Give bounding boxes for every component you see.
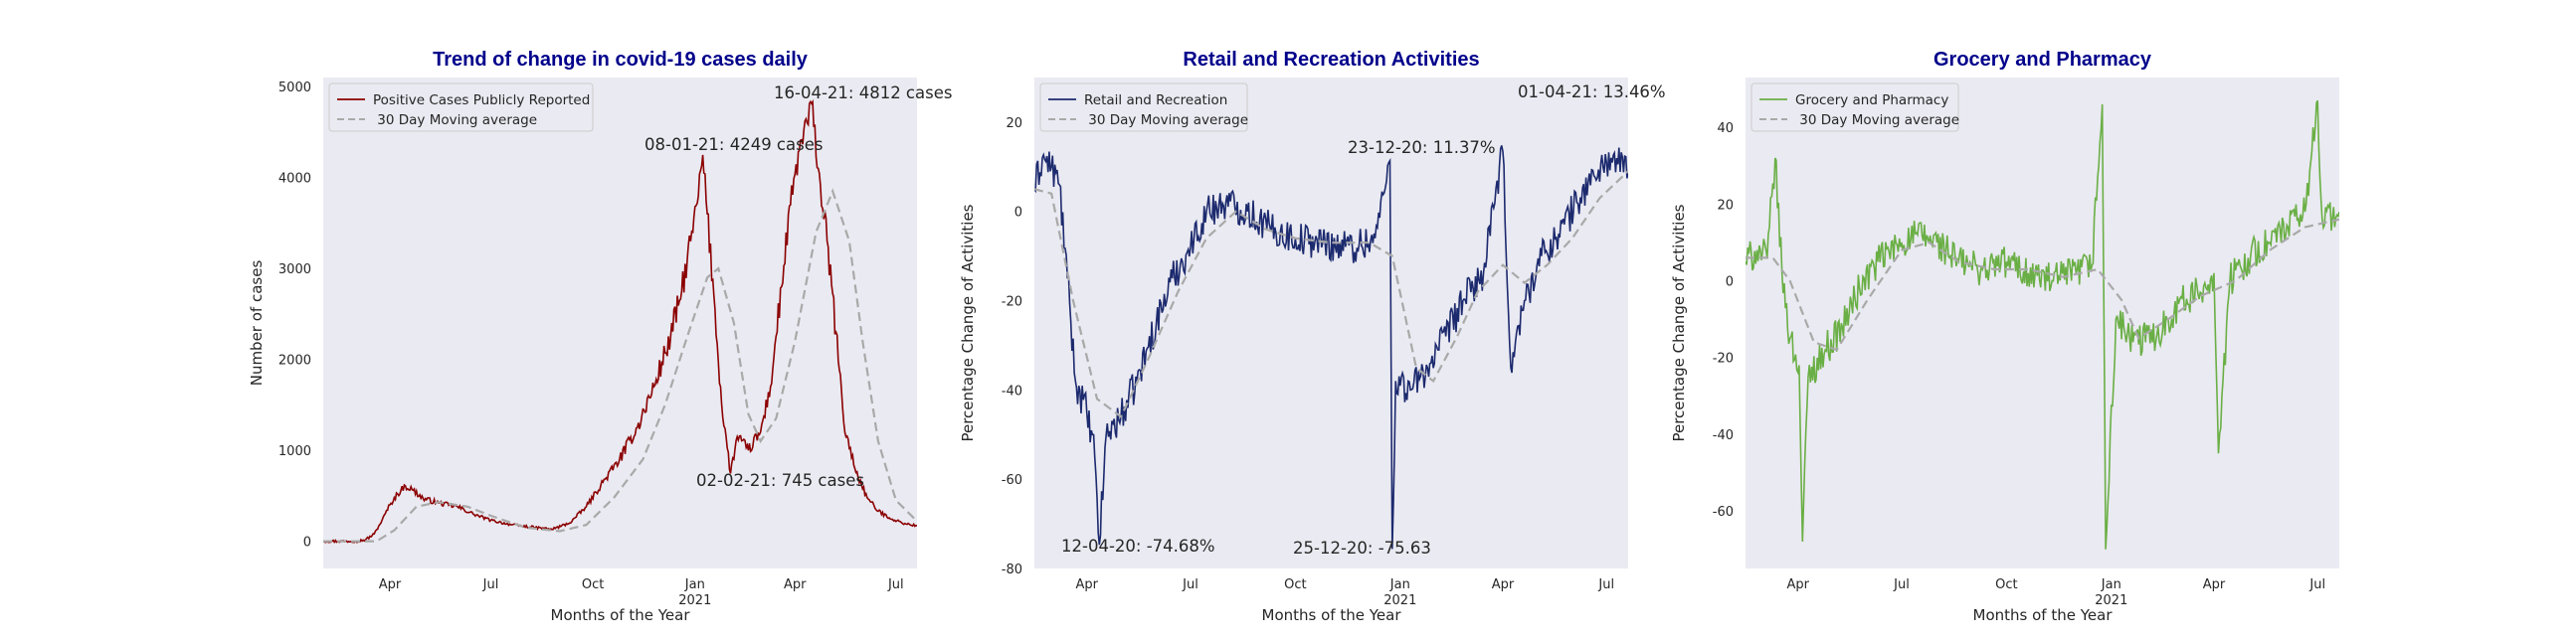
chart-title: Grocery and Pharmacy [1933, 49, 2152, 71]
series-line-moving-average [1034, 170, 1628, 418]
annotation-label: 23-12-20: 11.37% [1348, 138, 1496, 157]
x-tick-label: Jan [1389, 577, 1410, 592]
y-tick-label: 0 [303, 536, 311, 551]
y-tick-label: 5000 [278, 80, 311, 95]
x-tick-label: Oct [1995, 577, 2017, 592]
y-tick-label: 20 [1006, 116, 1022, 131]
y-tick-label: -60 [1002, 473, 1022, 488]
x-tick-label: Jul [887, 577, 904, 592]
y-axis-label: Percentage Change of Activities [959, 204, 977, 441]
legend: Retail and Recreation 30 Day Moving aver… [1039, 82, 1248, 132]
series-group [1746, 99, 2339, 550]
legend-label: Grocery and Pharmacy [1795, 92, 1948, 108]
x-tick-label: Apr [1786, 577, 1809, 592]
annotation-label: 12-04-20: -74.68% [1061, 537, 1215, 556]
annotation-label: 25-12-20: -75.63 [1293, 539, 1431, 558]
series-group [323, 98, 917, 545]
legend-label: Retail and Recreation [1084, 92, 1227, 108]
y-axis-label: Percentage Change of Activities [1670, 204, 1688, 441]
chart-title: Retail and Recreation Activities [1183, 49, 1479, 71]
series-line-daily [1034, 145, 1628, 550]
plot-area [323, 78, 917, 568]
y-tick-label: 4000 [278, 172, 311, 187]
x-tick-sublabel: 2021 [678, 593, 711, 608]
legend-box [1039, 82, 1248, 132]
legend-label: 30 Day Moving average [1084, 112, 1248, 128]
legend-label: 30 Day Moving average [1795, 112, 1959, 128]
x-tick-sublabel: 2021 [1383, 593, 1416, 608]
y-tick-label: -40 [1002, 384, 1022, 399]
x-tick-label: Jul [1597, 577, 1614, 592]
y-tick-label: 0 [1014, 206, 1022, 221]
x-axis-label: Months of the Year [1262, 606, 1402, 624]
y-tick-label: -20 [1002, 295, 1022, 310]
y-tick-label: 0 [1726, 275, 1734, 290]
annotation-label: 01-04-21: 13.46% [1518, 82, 1666, 101]
y-tick-label: -40 [1713, 428, 1734, 443]
x-tick-label: Jul [1182, 577, 1198, 592]
series-line-moving-average [323, 188, 917, 543]
series-line-moving-average [1746, 218, 2339, 352]
x-tick-label: Apr [2203, 577, 2226, 592]
legend-box [328, 82, 594, 132]
y-tick-label: 3000 [278, 262, 311, 277]
chart-panel-3: Grocery and Pharmacy -60 -40 -20 0 20 40 Apr Jul… [1670, 49, 2339, 624]
y-tick-label: -20 [1713, 352, 1734, 367]
x-tick-label: Apr [379, 577, 402, 592]
legend: Grocery and Pharmacy 30 Day Moving avera… [1750, 82, 1959, 132]
chart-panel-2: Retail and Recreation Activities -80 -60 -4… [959, 49, 1666, 624]
y-tick-label: 40 [1717, 121, 1734, 136]
x-tick-sublabel: 2021 [2095, 593, 2127, 608]
x-tick-label: Jan [2101, 577, 2121, 592]
y-tick-label: 1000 [278, 444, 311, 459]
y-tick-label: -60 [1713, 505, 1734, 520]
chart-panel-1: Trend of change in covid-19 cases daily 0… [248, 49, 952, 624]
legend-label: 30 Day Moving average [373, 112, 537, 128]
y-tick-label: 20 [1717, 198, 1734, 213]
chart-title: Trend of change in covid-19 cases daily [433, 49, 809, 71]
x-tick-label: Jan [684, 577, 705, 592]
x-axis-label: Months of the Year [1973, 606, 2114, 624]
x-tick-label: Oct [582, 577, 604, 592]
x-tick-label: Jul [1893, 577, 1910, 592]
x-tick-label: Apr [1075, 577, 1098, 592]
x-tick-label: Apr [784, 577, 807, 592]
x-tick-label: Oct [1284, 577, 1306, 592]
annotation-label: 16-04-21: 4812 cases [774, 83, 952, 102]
x-tick-label: Jul [2308, 577, 2325, 592]
legend-label: Positive Cases Publicly Reported [373, 92, 590, 108]
plot-area [1034, 78, 1628, 568]
x-tick-label: Jul [482, 577, 499, 592]
y-tick-label: 2000 [278, 354, 311, 369]
series-line-daily [1746, 99, 2339, 550]
legend-box [1750, 82, 1959, 132]
series-line-daily [323, 98, 917, 545]
x-axis-label: Months of the Year [551, 606, 691, 624]
annotation-label: 08-01-21: 4249 cases [644, 135, 823, 154]
y-tick-label: -80 [1002, 563, 1022, 577]
y-axis-label: Number of cases [248, 260, 266, 387]
x-tick-label: Apr [1492, 577, 1515, 592]
legend: Positive Cases Publicly Reported 30 Day … [328, 82, 594, 132]
annotation-label: 02-02-21: 745 cases [696, 471, 864, 490]
series-group [1034, 145, 1628, 550]
